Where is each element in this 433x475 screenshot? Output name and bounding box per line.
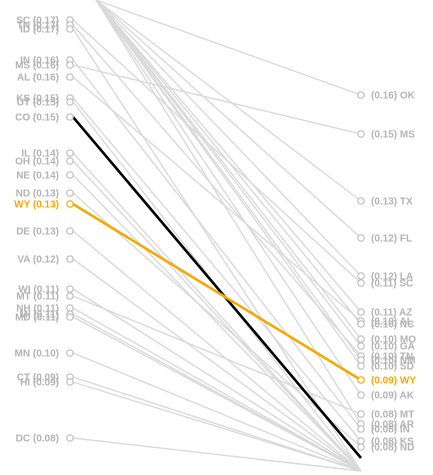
right-label-fl: (0.12) FL: [371, 234, 412, 245]
slope-line-ms: [73, 65, 361, 134]
right-label-nd: (0.08) ND: [371, 443, 414, 454]
slope-line-de: [73, 231, 361, 471]
left-label-hi: HI (0.09): [20, 378, 59, 389]
right-point-az: [358, 309, 364, 315]
left-point-co: [67, 114, 73, 120]
left-point-ut: [67, 99, 73, 105]
left-point-wy: [67, 201, 73, 207]
right-label-ok: (0.16) OK: [371, 91, 416, 102]
left-point-oh: [67, 158, 73, 164]
right-point-nc: [358, 321, 364, 327]
right-label-ak: (0.09) AK: [371, 391, 415, 402]
left-label-de: DE (0.13): [16, 227, 59, 238]
left-point-il: [67, 150, 73, 156]
right-label-ms: (0.15) MS: [371, 130, 415, 141]
left-label-dc: DC (0.08): [16, 434, 59, 445]
left-label-md: MD (0.11): [15, 313, 59, 324]
left-label-id: ID (0.17): [20, 25, 59, 36]
right-point-mt: [358, 411, 364, 417]
left-point-hi: [67, 379, 73, 385]
right-label-wy: (0.09) WY: [371, 376, 416, 387]
slope-line-fl: [96, 0, 361, 238]
right-point-la: [358, 273, 364, 279]
right-point-ak: [358, 392, 364, 398]
left-column: SC (0.17)TN (0.17)ID (0.17) IN (0.16)MS (…: [14, 16, 73, 445]
left-point-va: [67, 256, 73, 262]
left-label-mn: MN (0.10): [15, 349, 59, 360]
left-label-ne: NE (0.14): [16, 171, 59, 182]
left-point-md: [67, 314, 73, 320]
right-point-ga: [358, 343, 364, 349]
right-label-nc: (0.10) NC: [371, 320, 414, 331]
left-point-id: [67, 26, 73, 32]
left-label-ut: UT (0.15): [17, 98, 59, 109]
right-point-tx: [358, 198, 364, 204]
left-point-al: [67, 74, 73, 80]
right-point-ok: [358, 92, 364, 98]
left-label-nd: ND (0.13): [16, 189, 59, 200]
right-point-wy: [358, 377, 364, 383]
right-point-nd: [358, 444, 364, 450]
right-point-fl: [358, 235, 364, 241]
left-point-dc: [67, 435, 73, 441]
right-point-mo: [358, 336, 364, 342]
slope-line-la: [96, 0, 361, 276]
left-point-nd: [67, 190, 73, 196]
background-lines: [73, 0, 361, 471]
slope-line-tx: [96, 0, 361, 201]
right-point-in: [358, 426, 364, 432]
right-point-sc: [358, 280, 364, 286]
left-label-ms: MS (0.16): [15, 61, 59, 72]
right-label-tx: (0.13) TX: [371, 197, 413, 208]
left-label-oh: OH (0.14): [15, 157, 59, 168]
right-column: (0.16) OK (0.15) MS (0.13) TX (0.12) FL (0.1…: [358, 91, 417, 454]
right-point-sd: [358, 363, 364, 369]
left-point-mt: [67, 293, 73, 299]
left-label-al: AL (0.16): [17, 73, 59, 84]
left-point-de: [67, 228, 73, 234]
right-label-in: (0.08) IN: [371, 425, 410, 436]
slope-line-id: [73, 29, 361, 471]
left-label-co: CO (0.15): [15, 113, 59, 124]
left-label-mt: MT (0.11): [16, 292, 59, 303]
left-point-wi: [67, 286, 73, 292]
left-point-ms: [67, 62, 73, 68]
slope-line-mn: [73, 353, 361, 471]
left-label-wy: WY (0.13): [14, 200, 59, 211]
left-label-va: VA (0.12): [17, 255, 59, 266]
slope-line-in: [73, 60, 361, 429]
right-point-ms: [358, 131, 364, 137]
slope-line-nc: [96, 0, 361, 324]
left-point-mn: [67, 350, 73, 356]
right-label-sc: (0.11) SC: [371, 279, 413, 290]
left-point-ne: [67, 172, 73, 178]
right-label-sd: (0.10) SD: [371, 362, 414, 373]
slope-line-md: [73, 317, 361, 471]
